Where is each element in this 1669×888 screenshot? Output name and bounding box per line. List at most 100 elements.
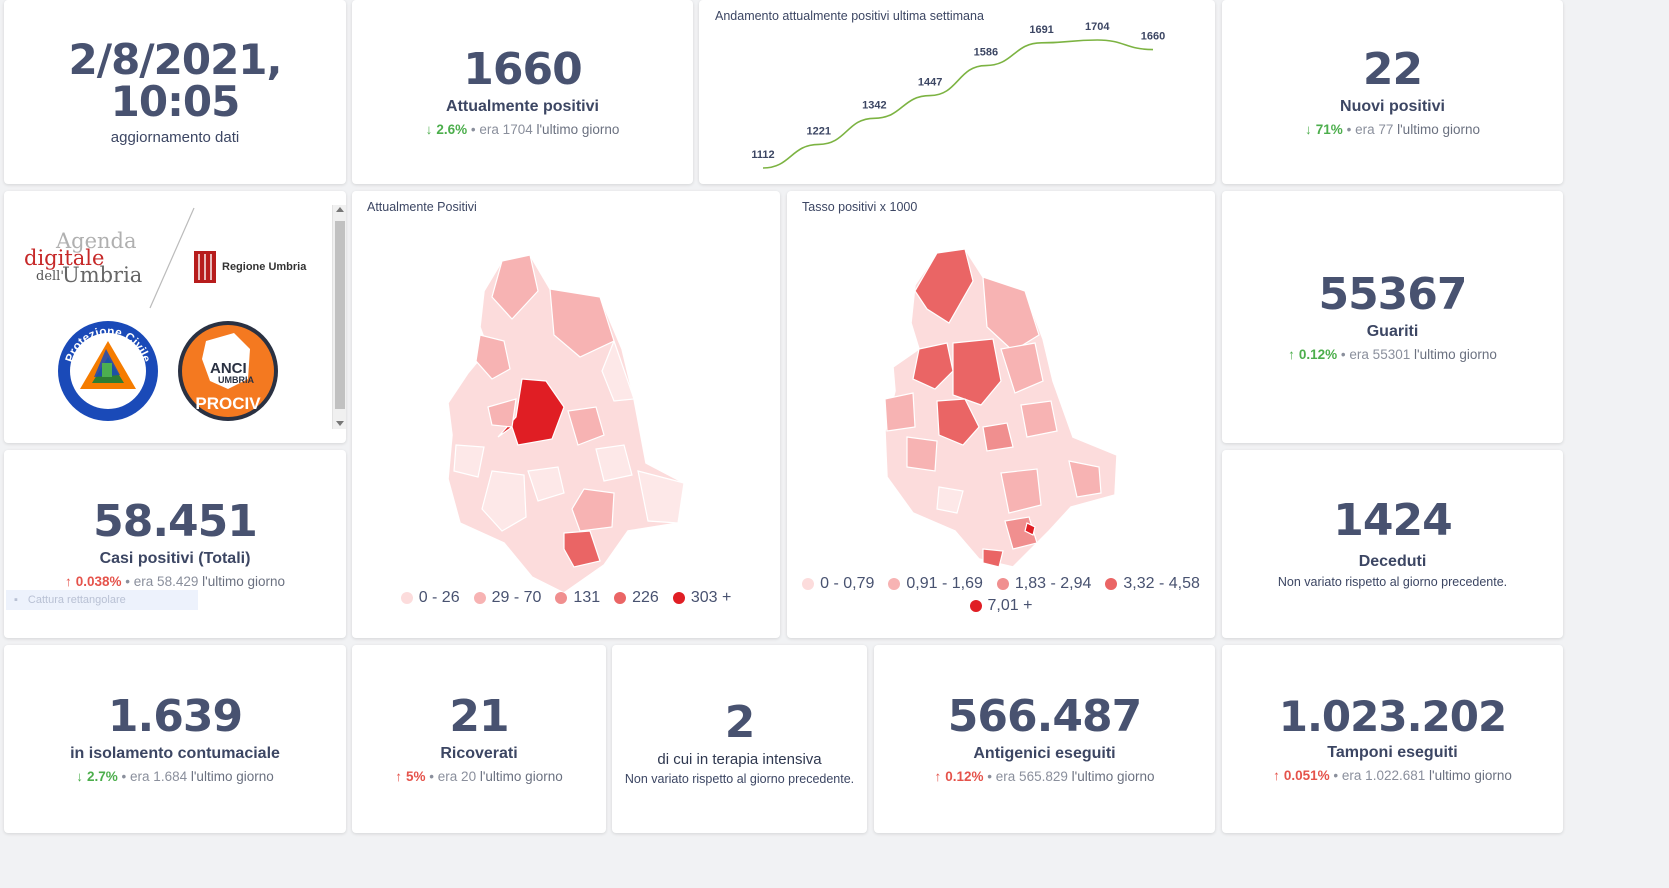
legend-dot bbox=[614, 592, 627, 604]
arrow-down-icon: ↓ bbox=[425, 121, 433, 137]
agenda-line1: Agenda bbox=[56, 229, 137, 253]
agenda-digitale-logo[interactable]: Agenda digitale dell' Umbria bbox=[22, 229, 152, 289]
deceduti-card: 1424 Deceduti Non variato rispetto al gi… bbox=[1222, 450, 1563, 638]
legend-item[interactable]: 226 bbox=[614, 589, 659, 607]
legend-label: 303 + bbox=[690, 589, 732, 606]
bullet: • bbox=[987, 768, 993, 784]
bullet: • bbox=[125, 573, 131, 589]
casi-totali-label: Casi positivi (Totali) bbox=[99, 549, 251, 567]
attualmente-positivi-delta: ↓ 2.6% • era 1704 l'ultimo giorno bbox=[426, 122, 620, 137]
legend-label: 3,32 - 4,58 bbox=[1123, 575, 1200, 592]
agenda-line2: digitale bbox=[24, 246, 105, 270]
map-tasso[interactable] bbox=[787, 231, 1215, 591]
arrow-down-icon: ↓ bbox=[1305, 121, 1312, 137]
legend-item[interactable]: 131 bbox=[555, 589, 600, 607]
agenda-line3a: dell' bbox=[36, 269, 64, 284]
bullet: • bbox=[429, 768, 435, 784]
legend-item[interactable]: 303 + bbox=[672, 589, 732, 607]
delta-prev: era 55301 bbox=[1349, 346, 1411, 362]
logos-scrollbar[interactable] bbox=[332, 205, 346, 429]
legend-label: 0 - 26 bbox=[418, 589, 460, 606]
trend-data-label: 1342 bbox=[862, 99, 886, 111]
scroll-up-icon[interactable] bbox=[336, 207, 344, 212]
legend-item[interactable]: 29 - 70 bbox=[473, 589, 541, 607]
legend-item[interactable]: 7,01 + bbox=[969, 597, 1032, 615]
bullet: • bbox=[470, 121, 476, 137]
map-positivi[interactable] bbox=[352, 231, 780, 611]
map-tasso-card: Tasso positivi x 1000 0 - 0,79 0,91 - 1,… bbox=[787, 191, 1215, 638]
delta-pct: 2.7% bbox=[87, 768, 118, 784]
regione-umbria-logo[interactable]: Regione Umbria bbox=[194, 251, 306, 283]
anci-prociv-logo[interactable]: ANCI UMBRIA PROCIV bbox=[176, 319, 280, 423]
casi-totali-card: 58.451 Casi positivi (Totali) ↑ 0.038% • … bbox=[4, 450, 346, 638]
scroll-down-icon[interactable] bbox=[336, 421, 344, 426]
capture-tooltip[interactable]: ▪ Cattura rettangolare bbox=[6, 590, 198, 610]
nuovi-positivi-card: 22 Nuovi positivi ↓ 71% • era 77 l'ultimo… bbox=[1222, 0, 1563, 184]
isolamento-value: 1.639 bbox=[107, 690, 243, 742]
update-label: aggiornamento dati bbox=[110, 128, 240, 146]
guariti-card: 55367 Guariti ↑ 0.12% • era 55301 l'ultim… bbox=[1222, 191, 1563, 443]
attualmente-positivi-card: 1660 Attualmente positivi ↓ 2.6% • era 17… bbox=[352, 0, 693, 184]
legend-item[interactable]: 0 - 26 bbox=[400, 589, 460, 607]
deceduti-value: 1424 bbox=[1333, 495, 1452, 546]
isolamento-delta: ↓ 2.7% • era 1.684 l'ultimo giorno bbox=[76, 769, 273, 784]
terapia-intensiva-value: 2 bbox=[724, 696, 756, 748]
trend-chart: 1112 1221 1342 1447 1586 1691 1704 1660 bbox=[751, 21, 1165, 169]
scrollbar-thumb[interactable] bbox=[335, 221, 345, 409]
map-tasso-title: Tasso positivi x 1000 bbox=[802, 200, 918, 214]
delta-suffix: l'ultimo giorno bbox=[1414, 346, 1497, 362]
bullet: • bbox=[1346, 121, 1352, 137]
antigenici-label: Antigenici eseguiti bbox=[973, 744, 1116, 762]
delta-prev: era 20 bbox=[437, 768, 477, 784]
legend-label: 0,91 - 1,69 bbox=[906, 575, 983, 592]
terapia-intensiva-note: Non variato rispetto al giorno precedent… bbox=[624, 771, 855, 786]
arrow-up-icon: ↑ bbox=[1273, 767, 1280, 783]
anci-text: ANCI bbox=[210, 360, 247, 377]
arrow-up-icon: ↑ bbox=[395, 768, 403, 784]
delta-prev: era 565.829 bbox=[995, 768, 1068, 784]
trend-series-line bbox=[762, 39, 1154, 169]
regione-umbria-text: Regione Umbria bbox=[222, 261, 307, 273]
legend-item[interactable]: 0 - 0,79 bbox=[802, 575, 874, 593]
tamponi-card: 1.023.202 Tamponi eseguiti ↑ 0.051% • era… bbox=[1222, 645, 1563, 833]
legend-item[interactable]: 1,83 - 2,94 bbox=[996, 575, 1091, 593]
delta-prev: era 77 bbox=[1355, 121, 1394, 137]
agenda-line3b: Umbria bbox=[62, 263, 143, 287]
delta-suffix: l'ultimo giorno bbox=[536, 121, 620, 137]
delta-suffix: l'ultimo giorno bbox=[479, 768, 563, 784]
legend-label: 0 - 0,79 bbox=[820, 575, 875, 592]
delta-suffix: l'ultimo giorno bbox=[190, 768, 274, 784]
legend-dot bbox=[555, 592, 568, 604]
delta-suffix: l'ultimo giorno bbox=[1071, 768, 1155, 784]
ricoverati-card: 21 Ricoverati ↑ 5% • era 20 l'ultimo gior… bbox=[352, 645, 606, 833]
trend-data-label: 1704 bbox=[1085, 21, 1110, 33]
trend-chart-title: Andamento attualmente positivi ultima se… bbox=[715, 9, 984, 23]
update-datetime: 2/8/2021, 10:05 bbox=[68, 34, 283, 126]
delta-pct: 71% bbox=[1315, 121, 1343, 137]
nuovi-positivi-delta: ↓ 71% • era 77 l'ultimo giorno bbox=[1305, 122, 1480, 137]
ricoverati-value: 21 bbox=[449, 690, 509, 742]
guariti-value: 55367 bbox=[1318, 268, 1467, 320]
delta-prev: era 58.429 bbox=[133, 573, 199, 589]
bullet: • bbox=[1333, 767, 1339, 783]
tamponi-delta: ↑ 0.051% • era 1.022.681 l'ultimo giorno bbox=[1273, 768, 1512, 783]
antigenici-delta: ↑ 0.12% • era 565.829 l'ultimo giorno bbox=[935, 769, 1155, 784]
legend-dot bbox=[888, 578, 901, 590]
map-positivi-title: Attualmente Positivi bbox=[367, 200, 477, 214]
casi-totali-value: 58.451 bbox=[93, 495, 258, 547]
delta-suffix: l'ultimo giorno bbox=[1397, 121, 1480, 137]
antigenici-value: 566.487 bbox=[947, 690, 1142, 742]
protezione-civile-logo[interactable]: Protezione Civile Regione Umbria bbox=[56, 319, 160, 423]
map-tasso-legend: 0 - 0,79 0,91 - 1,69 1,83 - 2,94 3,32 - … bbox=[799, 575, 1203, 615]
legend-dot bbox=[473, 592, 486, 604]
delta-suffix: l'ultimo giorno bbox=[202, 573, 285, 589]
delta-pct: 0.051% bbox=[1283, 767, 1330, 783]
terapia-intensiva-card: 2 di cui in terapia intensiva Non variat… bbox=[612, 645, 867, 833]
arrow-up-icon: ↑ bbox=[934, 768, 942, 784]
legend-item[interactable]: 0,91 - 1,69 bbox=[888, 575, 983, 593]
bullet: • bbox=[121, 768, 127, 784]
tamponi-value: 1.023.202 bbox=[1278, 691, 1507, 741]
delta-prev: era 1704 bbox=[479, 121, 533, 137]
legend-item[interactable]: 3,32 - 4,58 bbox=[1105, 575, 1200, 593]
ricoverati-label: Ricoverati bbox=[440, 744, 518, 762]
